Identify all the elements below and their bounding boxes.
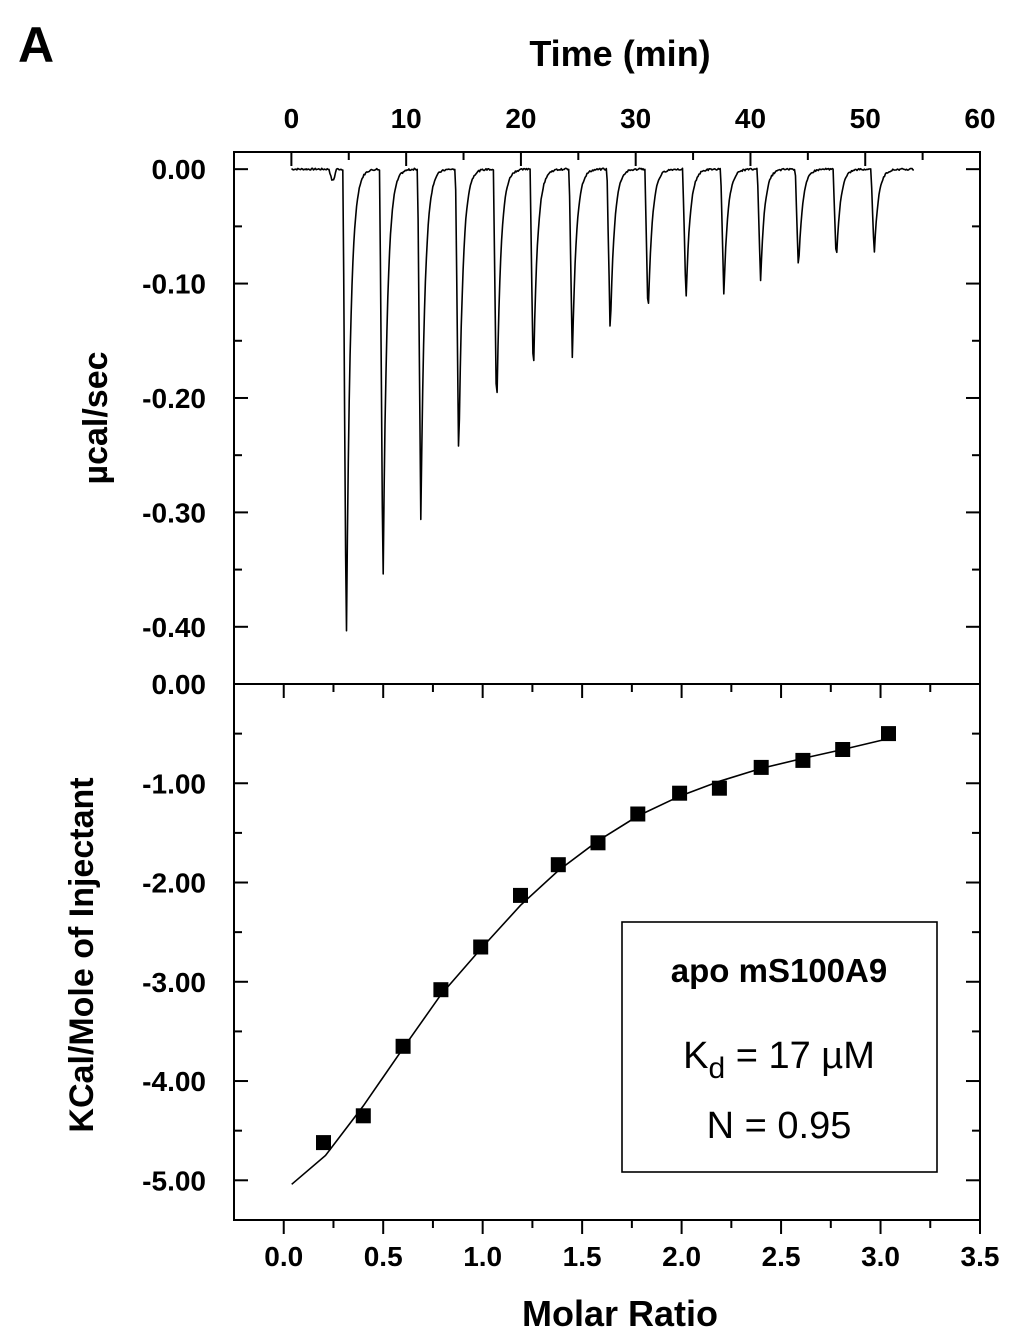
bottom-y-tick-label: -3.00 — [142, 967, 206, 998]
top-y-axis-label: µcal/sec — [77, 351, 115, 484]
bottom-panel: 0.0 0.5 1.0 1.5 2.0 2.5 3.0 3.5 0.00 -1.00 -2.00 -… — [63, 669, 999, 1334]
bottom-x-tick-label: 3.5 — [961, 1241, 1000, 1272]
data-point — [355, 1108, 371, 1124]
bottom-y-ticks: 0.00 -1.00 -2.00 -3.00 -4.00 -5.00 — [142, 669, 980, 1196]
data-point — [630, 806, 646, 822]
bottom-y-tick-label: -2.00 — [142, 868, 206, 899]
top-x-tick-label: 60 — [964, 103, 995, 134]
bottom-x-tick-label: 2.0 — [662, 1241, 701, 1272]
top-y-tick-label: 0.00 — [152, 154, 207, 185]
top-x-tick-label: 10 — [391, 103, 422, 134]
data-point — [433, 982, 449, 998]
data-point — [795, 752, 811, 768]
data-point — [835, 742, 851, 757]
top-y-tick-label: -0.10 — [142, 269, 206, 300]
data-point — [590, 835, 606, 851]
top-x-tick-label: 40 — [735, 103, 766, 134]
top-y-tick-label: -0.30 — [142, 497, 206, 528]
top-panel: 0 10 20 30 40 50 60 0.00 -0.10 -0.20 -0.30 -0.40 T… — [77, 33, 996, 685]
panel-label: A — [18, 17, 54, 73]
bottom-x-tick-label: 1.0 — [463, 1241, 502, 1272]
bottom-y-tick-label: -5.00 — [142, 1165, 206, 1196]
bottom-x-tick-label: 2.5 — [762, 1241, 801, 1272]
top-x-tick-label: 0 — [284, 103, 300, 134]
data-point — [395, 1038, 411, 1054]
data-point — [711, 780, 727, 796]
bottom-y-tick-label: 0.00 — [152, 669, 207, 700]
bottom-x-tick-label: 0.0 — [264, 1241, 303, 1272]
top-x-ticks: 0 10 20 30 40 50 60 — [284, 103, 996, 166]
top-y-ticks: 0.00 -0.10 -0.20 -0.30 -0.40 — [142, 154, 980, 643]
annotation-n: N = 0.95 — [707, 1105, 852, 1147]
top-y-tick-label: -0.40 — [142, 612, 206, 643]
annotation-title: apo mS100A9 — [671, 952, 887, 989]
bottom-x-tick-label: 1.5 — [563, 1241, 602, 1272]
top-x-tick-label: 50 — [850, 103, 881, 134]
kd-symbol: K — [683, 1035, 708, 1077]
bottom-x-tick-label: 3.0 — [861, 1241, 900, 1272]
data-points — [316, 726, 896, 1151]
annotation-frame — [621, 921, 938, 1173]
kd-value: = 17 µM — [725, 1035, 875, 1077]
data-point — [316, 1135, 331, 1151]
annotation-box: apo mS100A9 Kd = 17 µM N = 0.95 — [621, 921, 938, 1173]
top-x-tick-label: 30 — [620, 103, 651, 134]
data-point — [550, 857, 566, 873]
data-point — [513, 887, 528, 903]
top-y-tick-label: -0.20 — [142, 383, 206, 414]
bottom-x-ticks: 0.0 0.5 1.0 1.5 2.0 2.5 3.0 3.5 — [264, 684, 999, 1272]
top-x-axis-label: Time (min) — [529, 33, 710, 74]
top-x-tick-label: 20 — [505, 103, 536, 134]
bottom-plot-frame — [233, 683, 981, 1221]
data-point — [753, 759, 769, 775]
bottom-y-tick-label: -4.00 — [142, 1066, 206, 1097]
annotation-kd: Kd = 17 µM — [683, 1035, 875, 1085]
bottom-x-axis-label: Molar Ratio — [522, 1293, 718, 1334]
kd-subscript: d — [708, 1052, 725, 1085]
data-point — [473, 939, 489, 955]
bottom-y-axis-label: KCal/Mole of Injectant — [63, 777, 101, 1132]
data-point — [672, 785, 688, 801]
fit-curve — [291, 737, 889, 1185]
thermogram-trace — [291, 167, 914, 632]
data-point — [881, 726, 896, 742]
bottom-x-tick-label: 0.5 — [364, 1241, 403, 1272]
bottom-y-tick-label: -1.00 — [142, 768, 206, 799]
